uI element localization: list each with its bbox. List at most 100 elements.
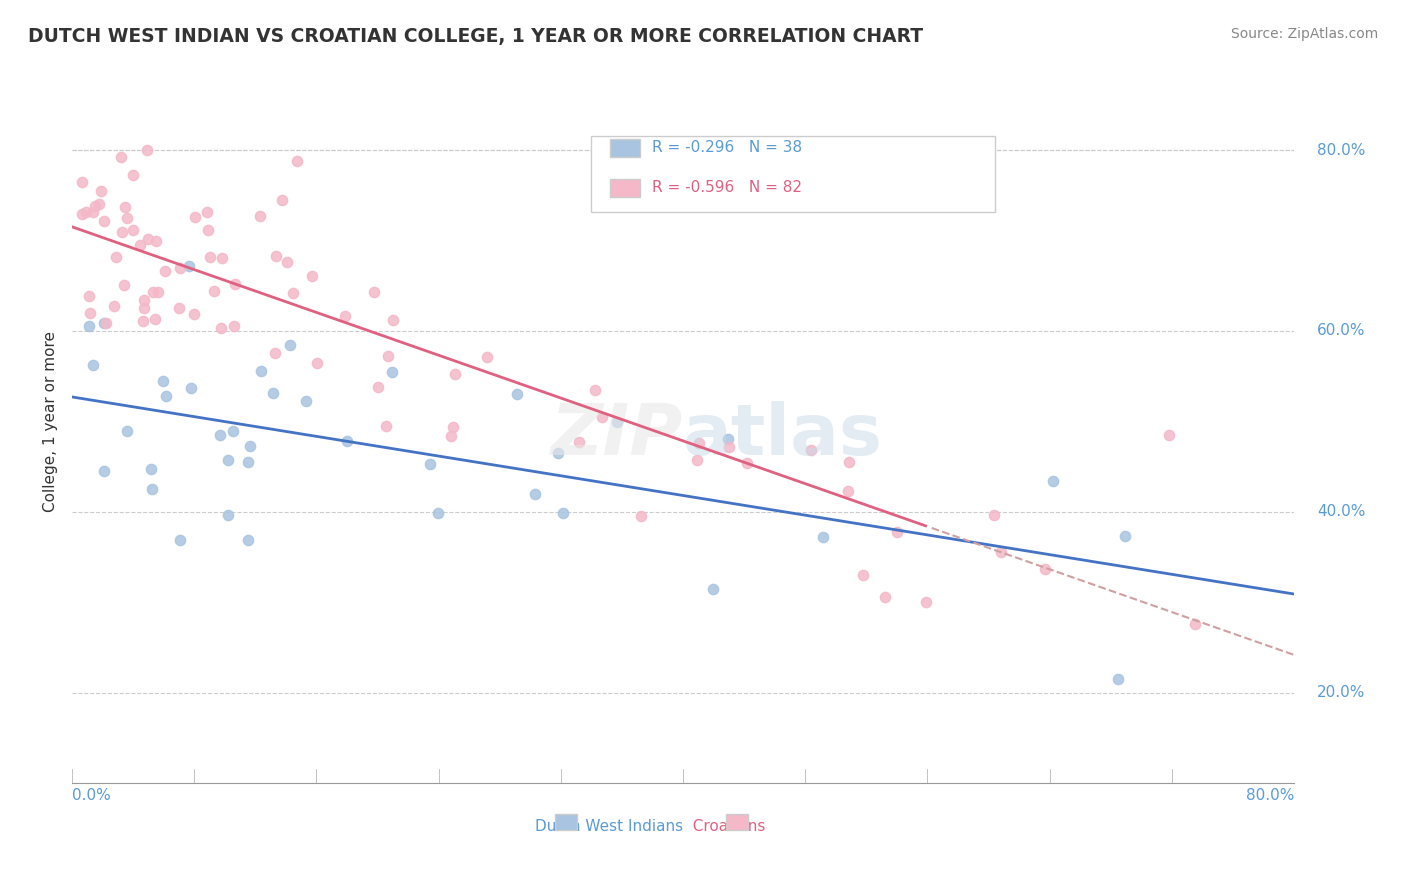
Point <box>110 150 132 164</box>
Point <box>1184 616 1206 631</box>
Point <box>209 321 232 335</box>
Point <box>583 383 606 397</box>
Point <box>141 462 163 476</box>
Point <box>262 386 284 401</box>
Point <box>477 350 499 364</box>
Point <box>167 301 190 315</box>
Point <box>280 338 302 352</box>
Point <box>551 506 574 520</box>
Point <box>122 168 145 182</box>
Y-axis label: College, 1 year or more: College, 1 year or more <box>44 331 58 512</box>
Point <box>239 439 262 453</box>
Point <box>198 250 221 264</box>
Point <box>132 314 155 328</box>
Point <box>75 204 97 219</box>
Point <box>211 251 233 265</box>
Point <box>441 420 464 434</box>
Point <box>79 306 101 320</box>
Point <box>224 277 246 292</box>
Point <box>264 249 287 263</box>
Point <box>568 434 591 449</box>
Text: DUTCH WEST INDIAN VS CROATIAN COLLEGE, 1 YEAR OR MORE CORRELATION CHART: DUTCH WEST INDIAN VS CROATIAN COLLEGE, 1… <box>28 27 924 45</box>
Point <box>688 435 710 450</box>
Point <box>717 433 740 447</box>
Point <box>169 533 191 548</box>
Point <box>1157 428 1180 442</box>
Point <box>236 533 259 547</box>
Text: R = -0.296   N = 38: R = -0.296 N = 38 <box>652 140 803 155</box>
Point <box>155 389 177 403</box>
Point <box>381 365 404 379</box>
Point <box>111 225 134 239</box>
Point <box>222 318 245 333</box>
Point <box>443 367 465 381</box>
Point <box>90 184 112 198</box>
Point <box>249 209 271 223</box>
Point <box>128 237 150 252</box>
Point <box>134 293 156 307</box>
Point <box>94 316 117 330</box>
Point <box>983 508 1005 523</box>
Point <box>72 207 94 221</box>
Point <box>115 211 138 225</box>
Text: 60.0%: 60.0% <box>1317 324 1365 338</box>
Point <box>295 394 318 409</box>
Text: 80.0%: 80.0% <box>1246 788 1294 803</box>
Point <box>103 299 125 313</box>
Point <box>301 269 323 284</box>
Point <box>800 442 823 457</box>
Point <box>1107 673 1129 687</box>
Point <box>1042 475 1064 489</box>
Point <box>82 359 104 373</box>
Point <box>367 379 389 393</box>
Text: 20.0%: 20.0% <box>1317 685 1365 700</box>
Point <box>208 427 231 442</box>
Point <box>177 260 200 274</box>
Point <box>811 530 834 544</box>
Point <box>250 364 273 378</box>
Point <box>285 154 308 169</box>
Point <box>1114 528 1136 542</box>
Point <box>183 307 205 321</box>
FancyBboxPatch shape <box>725 814 748 830</box>
Point <box>152 374 174 388</box>
Point <box>630 509 652 524</box>
Point <box>132 301 155 315</box>
Point <box>914 595 936 609</box>
Point <box>93 214 115 228</box>
Point <box>283 285 305 300</box>
Point <box>1035 562 1057 576</box>
Text: ZIP: ZIP <box>551 401 683 470</box>
Point <box>121 223 143 237</box>
Point <box>990 545 1012 559</box>
Text: R = -0.596   N = 82: R = -0.596 N = 82 <box>652 180 803 195</box>
Point <box>104 250 127 264</box>
Point <box>363 285 385 300</box>
Point <box>523 487 546 501</box>
Point <box>686 453 709 467</box>
Text: atlas: atlas <box>683 401 883 470</box>
Point <box>838 455 860 469</box>
Point <box>377 349 399 363</box>
Point <box>837 483 859 498</box>
Point <box>419 457 441 471</box>
Point <box>169 261 191 276</box>
Point <box>141 482 163 496</box>
Point <box>84 199 107 213</box>
Point <box>197 223 219 237</box>
FancyBboxPatch shape <box>592 136 994 211</box>
Point <box>427 506 450 520</box>
Point <box>93 316 115 330</box>
Point <box>382 312 405 326</box>
Point <box>77 288 100 302</box>
Point <box>873 590 896 604</box>
Text: 40.0%: 40.0% <box>1317 504 1365 519</box>
Point <box>335 309 357 323</box>
Point <box>114 200 136 214</box>
Point <box>718 440 741 454</box>
Point <box>702 582 724 596</box>
Text: 0.0%: 0.0% <box>72 788 111 803</box>
Point <box>70 175 93 189</box>
Point <box>153 264 176 278</box>
FancyBboxPatch shape <box>610 179 640 197</box>
